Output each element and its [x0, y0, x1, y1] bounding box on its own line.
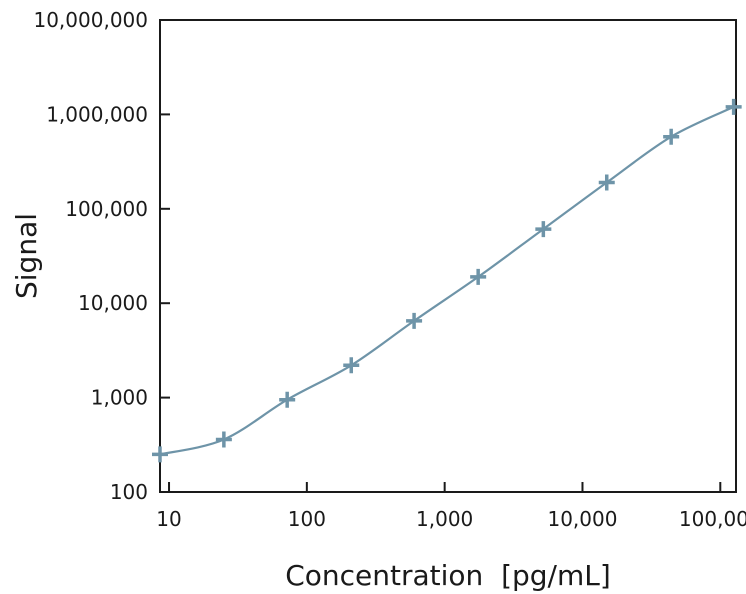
x-axis-title: Concentration [pg/mL]	[285, 559, 611, 592]
x-tick-label: 10	[156, 507, 181, 531]
data-point-marker	[279, 391, 296, 408]
y-tick-label: 100,000	[65, 197, 148, 221]
data-point-marker	[663, 128, 680, 145]
x-tick-label: 100	[288, 507, 326, 531]
y-tick-label: 1,000	[91, 386, 148, 410]
x-tick-label: 1,000	[416, 507, 473, 531]
data-point-marker	[535, 221, 552, 238]
data-point-marker	[152, 446, 168, 463]
data-markers	[152, 98, 742, 463]
data-point-marker	[406, 312, 423, 329]
plot-area-frame	[159, 19, 737, 493]
y-tick-label: 1,000,000	[46, 102, 148, 126]
y-tick-label: 100	[110, 480, 148, 504]
x-axis: 10 100 1,000 10,000 100,000	[156, 482, 746, 531]
data-point-marker	[598, 174, 615, 191]
data-point-marker	[470, 268, 487, 285]
y-axis: 100 1,000 10,000 100,000 1,000,000 10,000,000	[33, 8, 170, 504]
y-tick-label: 10,000,000	[33, 8, 148, 32]
x-tick-label: 10,000	[547, 507, 617, 531]
fit-curve-line	[159, 105, 735, 456]
data-point-marker	[343, 357, 360, 374]
x-tick-label: 100,000	[679, 507, 746, 531]
y-axis-title: Signal	[10, 213, 43, 299]
data-point-marker	[725, 98, 742, 115]
y-tick-label: 10,000	[78, 291, 148, 315]
data-point-marker	[215, 431, 232, 448]
